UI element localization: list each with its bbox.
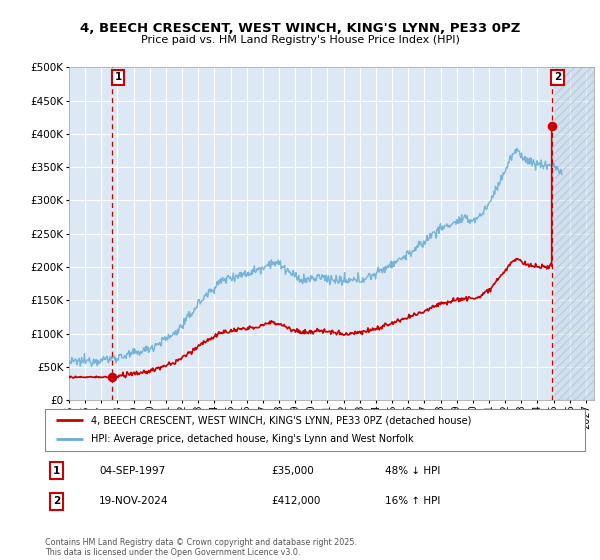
Point: [107, 372, 117, 381]
FancyBboxPatch shape: [45, 409, 585, 451]
Text: Contains HM Land Registry data © Crown copyright and database right 2025.
This d: Contains HM Land Registry data © Crown c…: [45, 538, 357, 557]
Text: 4, BEECH CRESCENT, WEST WINCH, KING'S LYNN, PE33 0PZ (detached house): 4, BEECH CRESCENT, WEST WINCH, KING'S LY…: [91, 415, 471, 425]
Text: HPI: Average price, detached house, King's Lynn and West Norfolk: HPI: Average price, detached house, King…: [91, 435, 413, 445]
Text: £35,000: £35,000: [272, 465, 314, 475]
Bar: [554, 67, 594, 400]
Text: 1: 1: [53, 465, 61, 475]
Text: 2: 2: [53, 497, 61, 506]
Text: Price paid vs. HM Land Registry's House Price Index (HPI): Price paid vs. HM Land Registry's House …: [140, 35, 460, 45]
Text: 4, BEECH CRESCENT, WEST WINCH, KING'S LYNN, PE33 0PZ: 4, BEECH CRESCENT, WEST WINCH, KING'S LY…: [80, 22, 520, 35]
Text: 04-SEP-1997: 04-SEP-1997: [99, 465, 165, 475]
Point: [547, 122, 556, 130]
Text: 16% ↑ HPI: 16% ↑ HPI: [385, 497, 440, 506]
Text: 2: 2: [554, 72, 562, 82]
Text: £412,000: £412,000: [272, 497, 321, 506]
Text: 48% ↓ HPI: 48% ↓ HPI: [385, 465, 440, 475]
Text: 19-NOV-2024: 19-NOV-2024: [99, 497, 169, 506]
Text: 1: 1: [115, 72, 122, 82]
